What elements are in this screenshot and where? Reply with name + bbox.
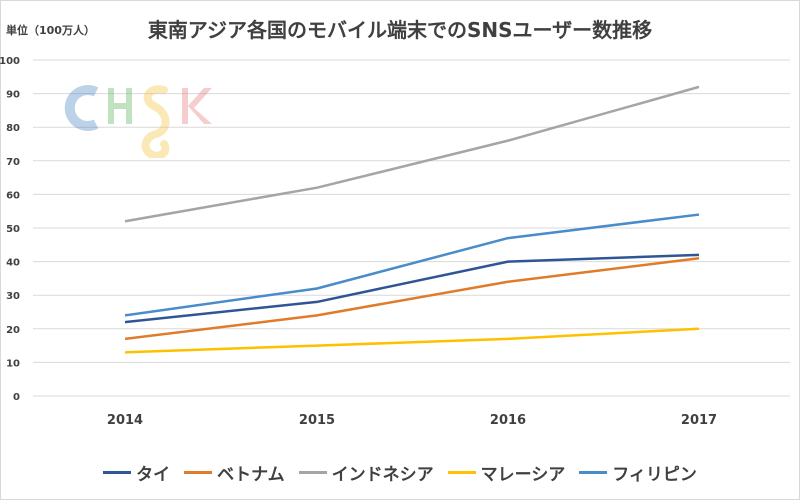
legend-swatch	[298, 471, 327, 474]
legend-swatch	[579, 471, 608, 474]
gridlines	[33, 59, 790, 397]
x-axis-tick-labels: 2014 2015 2016 2017	[107, 413, 717, 428]
legend-label: インドネシア	[331, 465, 434, 485]
unit-label: 単位（100万人）	[6, 24, 95, 37]
series-line-インドネシア	[124, 85, 700, 223]
y-tick-label: 100	[0, 56, 20, 67]
series-lines	[124, 85, 700, 354]
y-tick-label: 80	[6, 123, 20, 134]
x-tick-label: 2014	[107, 413, 143, 428]
legend-item: マレーシア	[447, 460, 566, 485]
legend-swatch	[184, 471, 213, 474]
chsk-logo	[64, 85, 212, 158]
legend-label: マレーシア	[480, 465, 566, 485]
y-tick-label: 0	[13, 392, 20, 403]
chart-title: 東南アジア各国のモバイル端末でのSNSユーザー数推移	[147, 18, 653, 42]
logo-letter-c	[64, 85, 99, 131]
y-tick-label: 60	[6, 190, 20, 201]
y-tick-label: 10	[6, 358, 20, 369]
legend-label: フィリピン	[612, 465, 697, 485]
y-tick-label: 90	[6, 90, 20, 101]
y-tick-label: 40	[6, 258, 20, 269]
legend-swatch	[103, 471, 132, 474]
x-tick-label: 2016	[490, 413, 526, 428]
logo-letter-s	[141, 85, 170, 158]
y-axis-tick-labels: 0 10 20 30 40 50 60 70 80 90 100	[0, 56, 20, 403]
series-line-タイ	[124, 253, 700, 324]
x-tick-label: 2015	[299, 413, 335, 428]
legend-item: インドネシア	[298, 460, 434, 485]
logo-letter-h	[108, 88, 132, 124]
y-tick-label: 50	[6, 224, 20, 235]
series-line-ベトナム	[124, 256, 700, 341]
legend-item: フィリピン	[579, 460, 697, 485]
x-tick-label: 2017	[681, 413, 717, 428]
y-tick-label: 70	[6, 157, 20, 168]
legend: タイ ベトナム インドネシア マレーシア フィリピン	[0, 460, 800, 485]
series-line-マレーシア	[124, 327, 700, 354]
legend-swatch	[447, 471, 476, 474]
legend-item: ベトナム	[184, 460, 285, 485]
legend-label: ベトナム	[217, 465, 285, 485]
series-line-フィリピン	[124, 213, 700, 317]
legend-label: タイ	[136, 465, 171, 485]
y-tick-label: 20	[6, 325, 20, 336]
logo-letter-k	[182, 88, 212, 124]
legend-item: タイ	[103, 460, 170, 485]
y-tick-label: 30	[6, 291, 20, 302]
